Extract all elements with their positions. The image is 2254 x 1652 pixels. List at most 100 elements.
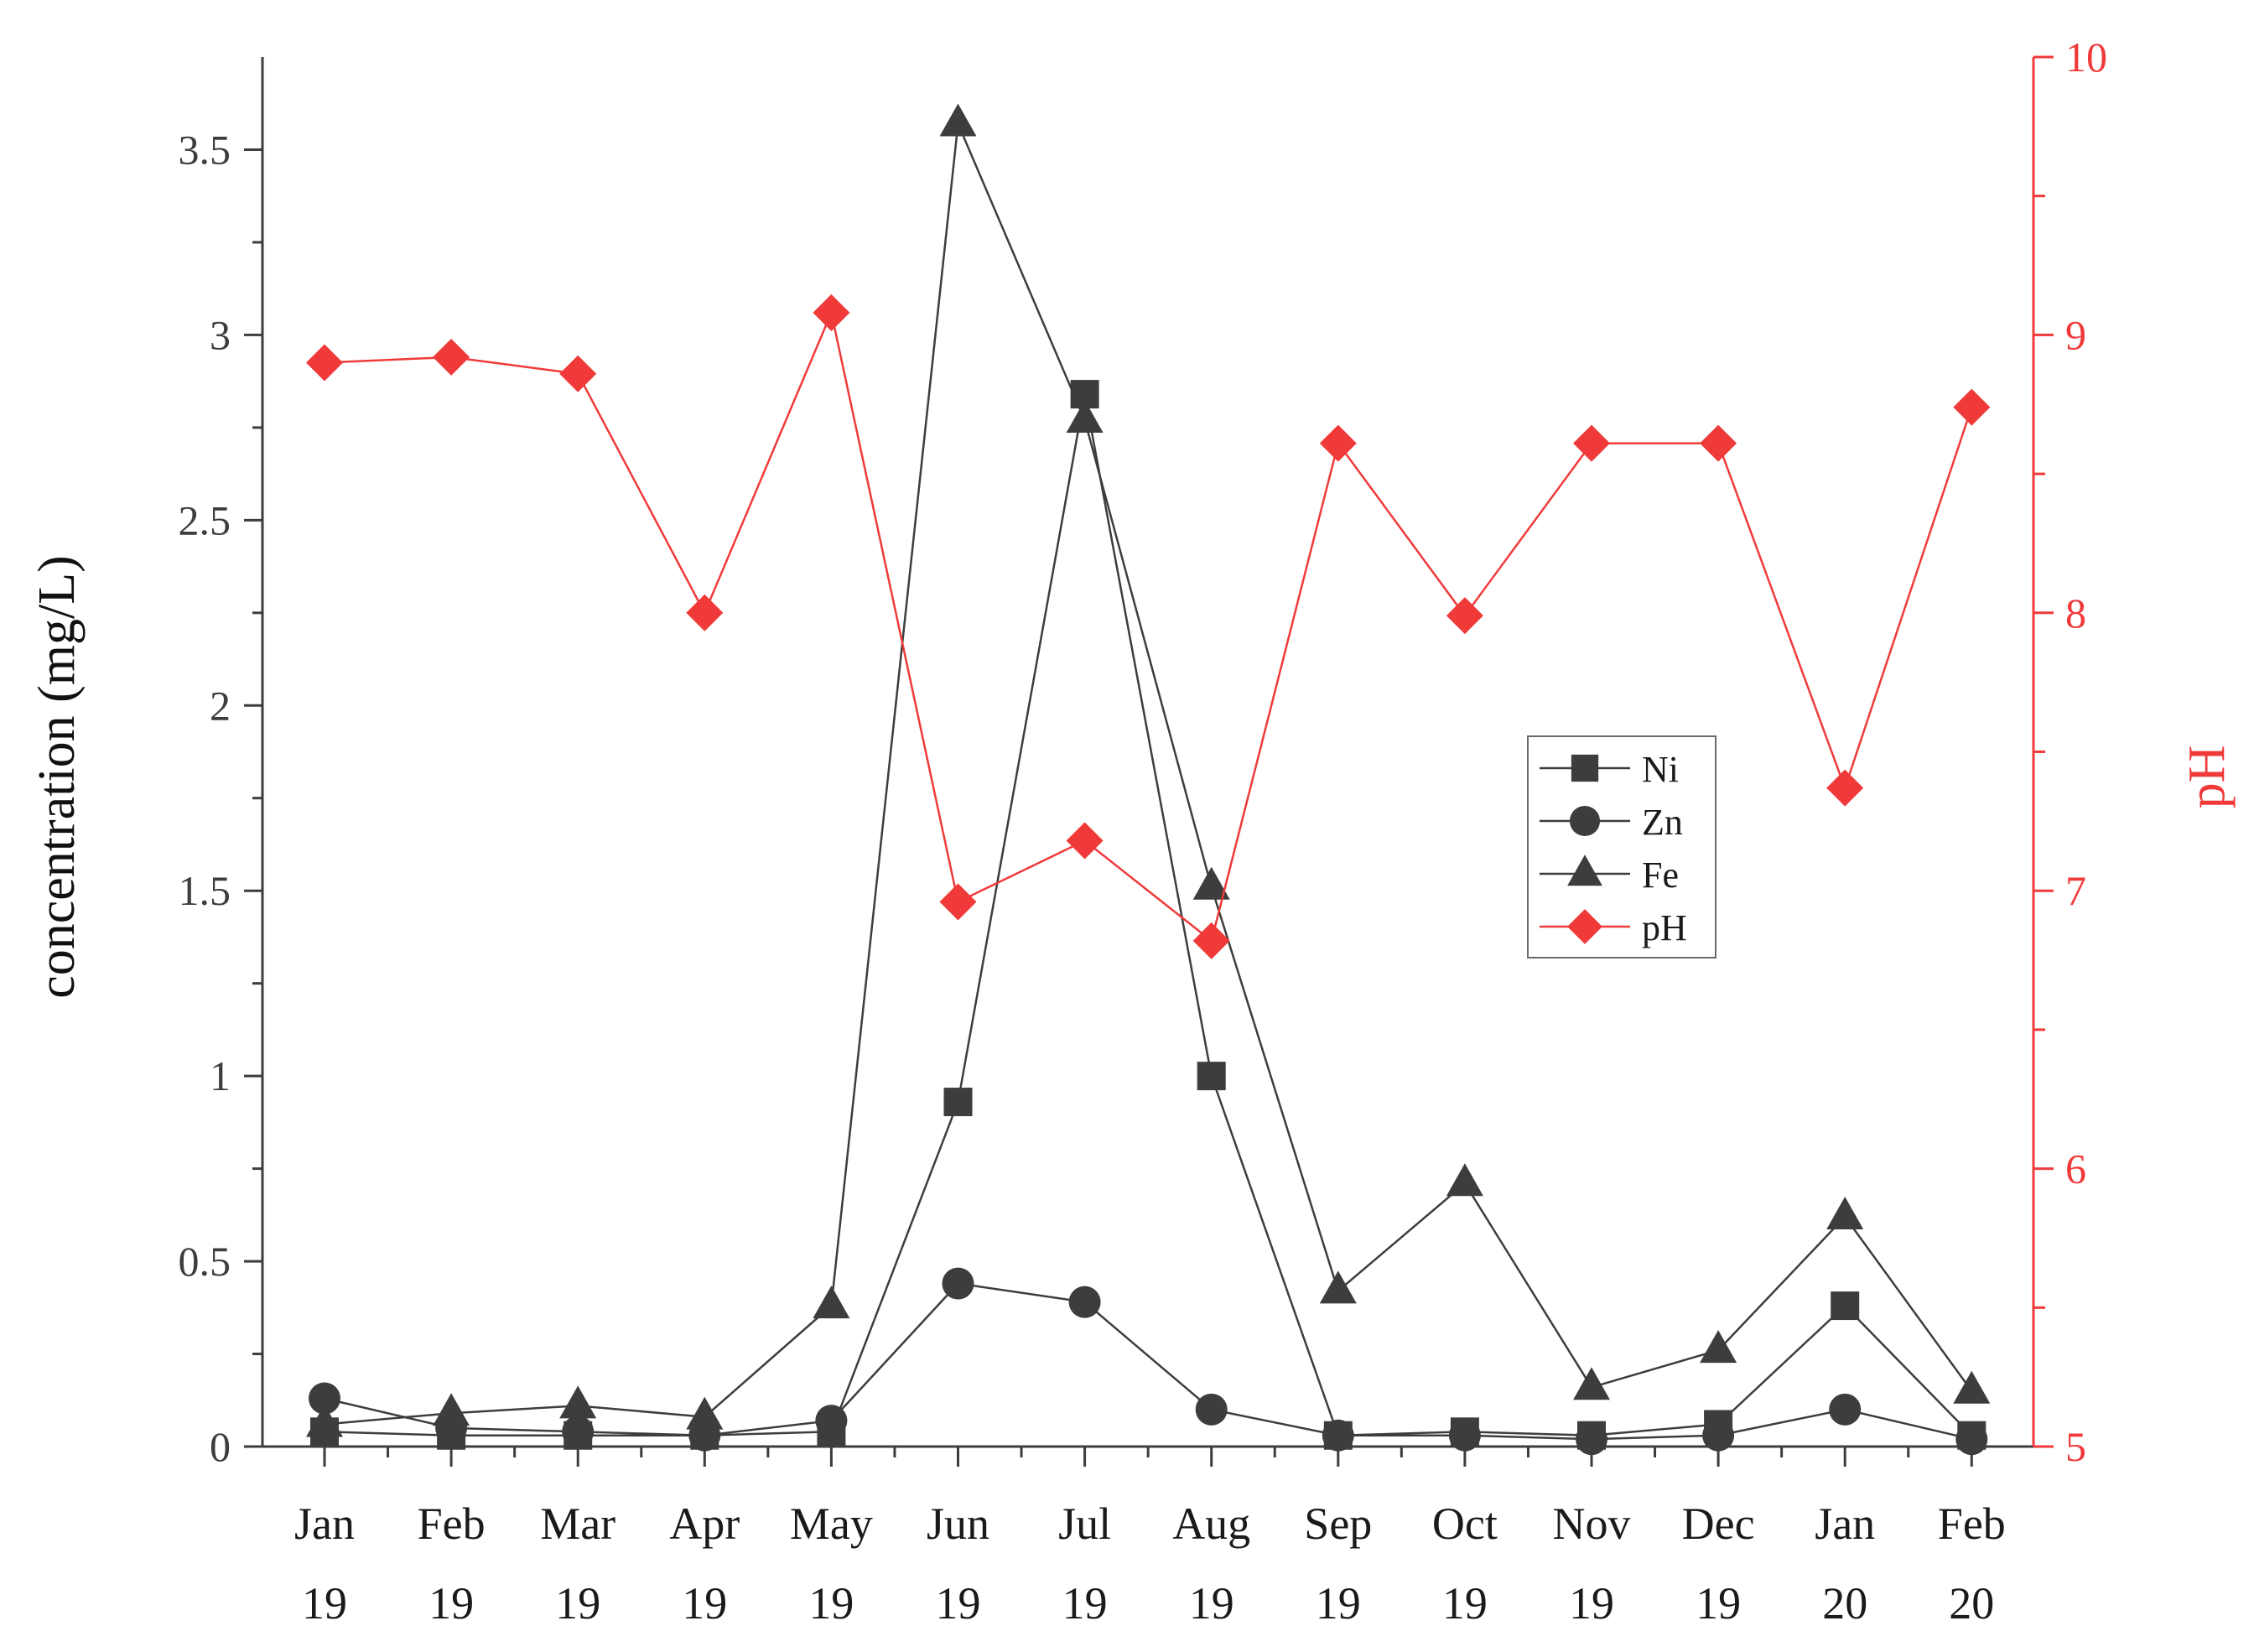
data-point-ph — [1319, 424, 1357, 462]
x-tick-label-year: 19 — [682, 1578, 727, 1629]
data-point-zn — [1068, 1286, 1101, 1318]
data-point-fe — [306, 1404, 343, 1437]
data-point-ph — [1700, 424, 1737, 462]
x-tick-label-month: Aug — [1172, 1499, 1250, 1549]
right-tick-label: 5 — [2065, 1423, 2086, 1470]
data-point-ph — [1446, 597, 1483, 635]
x-tick-label-year: 20 — [1822, 1578, 1867, 1629]
data-point-ni — [1197, 1062, 1226, 1091]
legend-label-fe: Fe — [1642, 855, 1679, 896]
data-point-zn — [1448, 1419, 1481, 1452]
data-point-zn — [1702, 1419, 1735, 1452]
data-point-ph — [559, 355, 597, 392]
data-point-zn — [1829, 1393, 1862, 1426]
data-point-zn — [815, 1405, 848, 1437]
left-tick-label: 2 — [210, 682, 231, 729]
legend-label-ph: pH — [1642, 907, 1687, 948]
data-point-fe — [939, 103, 977, 137]
x-tick-label-month: Oct — [1432, 1499, 1498, 1549]
data-point-zn — [562, 1416, 595, 1448]
data-point-zn — [1576, 1423, 1607, 1456]
data-point-ph — [306, 344, 343, 382]
data-point-fe — [1066, 400, 1104, 434]
data-point-ph — [686, 594, 724, 631]
x-tick-label-month: Feb — [1938, 1499, 2006, 1549]
legend-marker-ph — [1567, 909, 1602, 944]
right-tick-label: 7 — [2065, 867, 2086, 914]
series-ni — [310, 380, 1987, 1450]
x-tick-label-year: 19 — [1189, 1578, 1234, 1629]
x-tick-label-year: 19 — [555, 1578, 600, 1629]
y-axis-title: concentration (mg/L) — [29, 555, 86, 999]
left-tick-label: 2.5 — [179, 496, 231, 543]
legend-marker-ni — [1571, 754, 1599, 782]
x-tick-label-month: Jan — [1815, 1499, 1875, 1549]
data-point-ph — [1953, 388, 1991, 426]
data-point-zn — [309, 1382, 340, 1415]
left-tick-label: 0 — [210, 1423, 231, 1470]
data-point-fe — [686, 1396, 724, 1430]
data-point-zn — [1322, 1419, 1354, 1452]
data-point-ph — [1826, 769, 1864, 807]
x-tick-label-month: May — [790, 1499, 873, 1549]
x-tick-label-month: Mar — [540, 1499, 615, 1549]
x-tick-label-year: 19 — [1062, 1578, 1108, 1629]
left-tick-label: 1 — [210, 1052, 231, 1099]
right-tick-label: 6 — [2065, 1145, 2086, 1192]
x-tick-label-year: 19 — [1696, 1578, 1741, 1629]
x-tick-label-month: Jun — [927, 1499, 989, 1549]
series-line-fe — [324, 119, 1973, 1426]
series-group — [306, 103, 1991, 1456]
data-point-fe — [559, 1385, 597, 1419]
x-tick-label-month: Feb — [418, 1499, 486, 1549]
series-line-ni — [324, 393, 1973, 1436]
data-point-ph — [813, 294, 850, 331]
x-tick-label-month: Sep — [1304, 1499, 1372, 1549]
x-tick-label-year: 20 — [1949, 1578, 1994, 1629]
x-tick-label-year: 19 — [1569, 1578, 1614, 1629]
right-tick-label: 10 — [2065, 34, 2107, 81]
x-tick-label-year: 19 — [302, 1578, 347, 1629]
data-point-zn — [942, 1267, 974, 1300]
data-point-fe — [1826, 1197, 1864, 1230]
data-point-fe — [433, 1393, 470, 1426]
right-tick-label: 8 — [2065, 590, 2086, 636]
x-tick-label-month: Apr — [669, 1499, 740, 1549]
data-point-zn — [1195, 1393, 1228, 1426]
x-tick-label-year: 19 — [1316, 1578, 1361, 1629]
data-point-zn — [1955, 1423, 1988, 1456]
x-tick-label-year: 19 — [1442, 1578, 1488, 1629]
data-point-fe — [1319, 1270, 1357, 1304]
x-tick-label-month: Dec — [1682, 1499, 1755, 1549]
series-line-ph — [324, 309, 1973, 943]
x-tick-label-month: Jul — [1058, 1499, 1111, 1549]
x-tick-label-year: 19 — [428, 1578, 474, 1629]
y2-axis-title: pH — [2179, 745, 2236, 809]
left-tick-label: 3.5 — [179, 126, 231, 173]
right-tick-label: 9 — [2065, 311, 2086, 358]
data-point-fe — [1446, 1163, 1483, 1197]
x-tick-label-month: Jan — [294, 1499, 355, 1549]
data-point-fe — [1953, 1370, 1991, 1404]
legend-marker-zn — [1569, 805, 1601, 837]
x-tick-label-year: 19 — [808, 1578, 854, 1629]
data-point-ph — [939, 883, 977, 921]
x-tick-label-year: 19 — [936, 1578, 981, 1629]
legend-label-zn: Zn — [1642, 802, 1683, 843]
left-tick-label: 1.5 — [179, 867, 231, 914]
data-point-fe — [813, 1286, 850, 1319]
left-tick-label: 0.5 — [179, 1238, 231, 1285]
data-point-fe — [1700, 1330, 1737, 1364]
series-zn — [309, 1267, 1988, 1456]
data-point-fe — [1573, 1367, 1610, 1400]
data-point-ph — [1573, 424, 1610, 462]
legend-label-ni: Ni — [1642, 749, 1679, 790]
series-ph — [306, 294, 1991, 959]
data-point-ph — [1192, 922, 1230, 959]
data-point-ni — [943, 1088, 973, 1117]
axes: 0 0.5 1 1.5 2 2.5 3 3.5 5 6 7 8 9 10 Jan 19 Feb 19 Mar 19 Ap… — [29, 34, 2236, 1629]
x-tick-label-month: Nov — [1553, 1499, 1631, 1549]
data-point-fe — [1192, 866, 1230, 900]
